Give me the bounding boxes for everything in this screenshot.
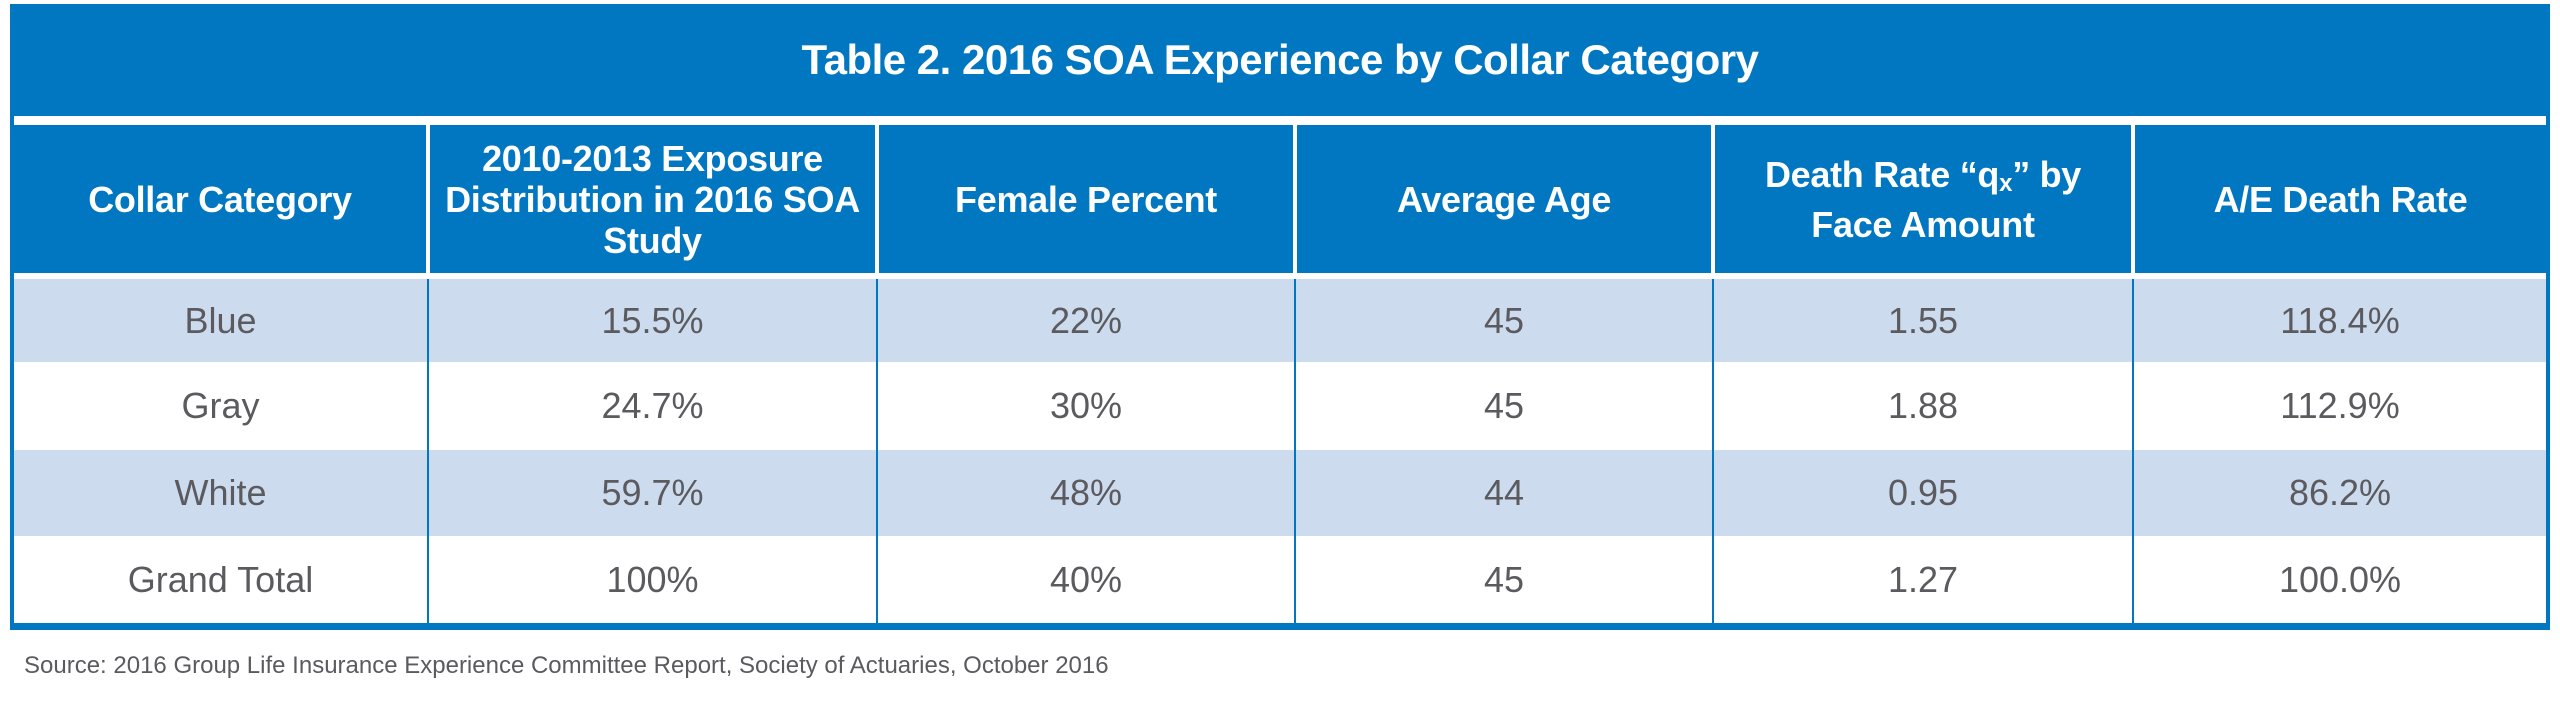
cell-female: 40% (876, 536, 1295, 623)
header-collar-category: Collar Category (14, 125, 428, 279)
table-row: White 59.7% 48% 44 0.95 86.2% (14, 450, 2546, 536)
source-note: Source: 2016 Group Life Insurance Experi… (24, 652, 1109, 679)
cell-death-rate: 1.27 (1712, 536, 2133, 623)
table-header: Collar Category 2010-2013 Exposure Distr… (14, 125, 2546, 279)
cell-female: 48% (876, 450, 1295, 536)
cell-category: Grand Total (14, 536, 428, 623)
header-death-rate-subscript: x (1999, 169, 2013, 197)
cell-death-rate: 1.55 (1712, 276, 2133, 362)
cell-category: White (14, 450, 428, 536)
cell-category: Blue (14, 276, 428, 362)
header-average-age: Average Age (1293, 125, 1713, 279)
cell-exposure: 24.7% (427, 362, 877, 450)
cell-age: 45 (1294, 276, 1713, 362)
cell-category: Gray (14, 362, 428, 450)
cell-ae: 118.4% (2132, 276, 2546, 362)
cell-exposure: 59.7% (427, 450, 877, 536)
experience-table: Collar Category 2010-2013 Exposure Distr… (14, 125, 2546, 623)
table-body: Blue 15.5% 22% 45 1.55 118.4% Gray 24.7%… (14, 276, 2546, 623)
header-death-rate: Death Rate “qx” by Face Amount (1711, 125, 2133, 279)
cell-exposure: 100% (427, 536, 877, 623)
title-separator (14, 116, 2546, 125)
data-table: Table 2. 2016 SOA Experience by Collar C… (10, 4, 2550, 630)
table-title: Table 2. 2016 SOA Experience by Collar C… (14, 4, 2546, 116)
cell-ae: 86.2% (2132, 450, 2546, 536)
header-ae-death-rate: A/E Death Rate (2131, 125, 2546, 279)
cell-age: 44 (1294, 450, 1713, 536)
cell-exposure: 15.5% (427, 276, 877, 362)
header-row: Collar Category 2010-2013 Exposure Distr… (14, 125, 2546, 279)
table-row: Gray 24.7% 30% 45 1.88 112.9% (14, 362, 2546, 450)
cell-female: 22% (876, 276, 1295, 362)
table-row-grand-total: Grand Total 100% 40% 45 1.27 100.0% (14, 536, 2546, 623)
cell-age: 45 (1294, 362, 1713, 450)
header-death-rate-suffix: ” by Face Amount (1811, 153, 2082, 245)
header-death-rate-prefix: Death Rate “q (1764, 153, 2000, 195)
cell-age: 45 (1294, 536, 1713, 623)
cell-death-rate: 0.95 (1712, 450, 2133, 536)
header-female-percent: Female Percent (875, 125, 1295, 279)
table-row: Blue 15.5% 22% 45 1.55 118.4% (14, 276, 2546, 362)
cell-death-rate: 1.88 (1712, 362, 2133, 450)
header-exposure-distribution: 2010-2013 Exposure Distribution in 2016 … (426, 125, 877, 279)
cell-ae: 100.0% (2132, 536, 2546, 623)
cell-ae: 112.9% (2132, 362, 2546, 450)
cell-female: 30% (876, 362, 1295, 450)
